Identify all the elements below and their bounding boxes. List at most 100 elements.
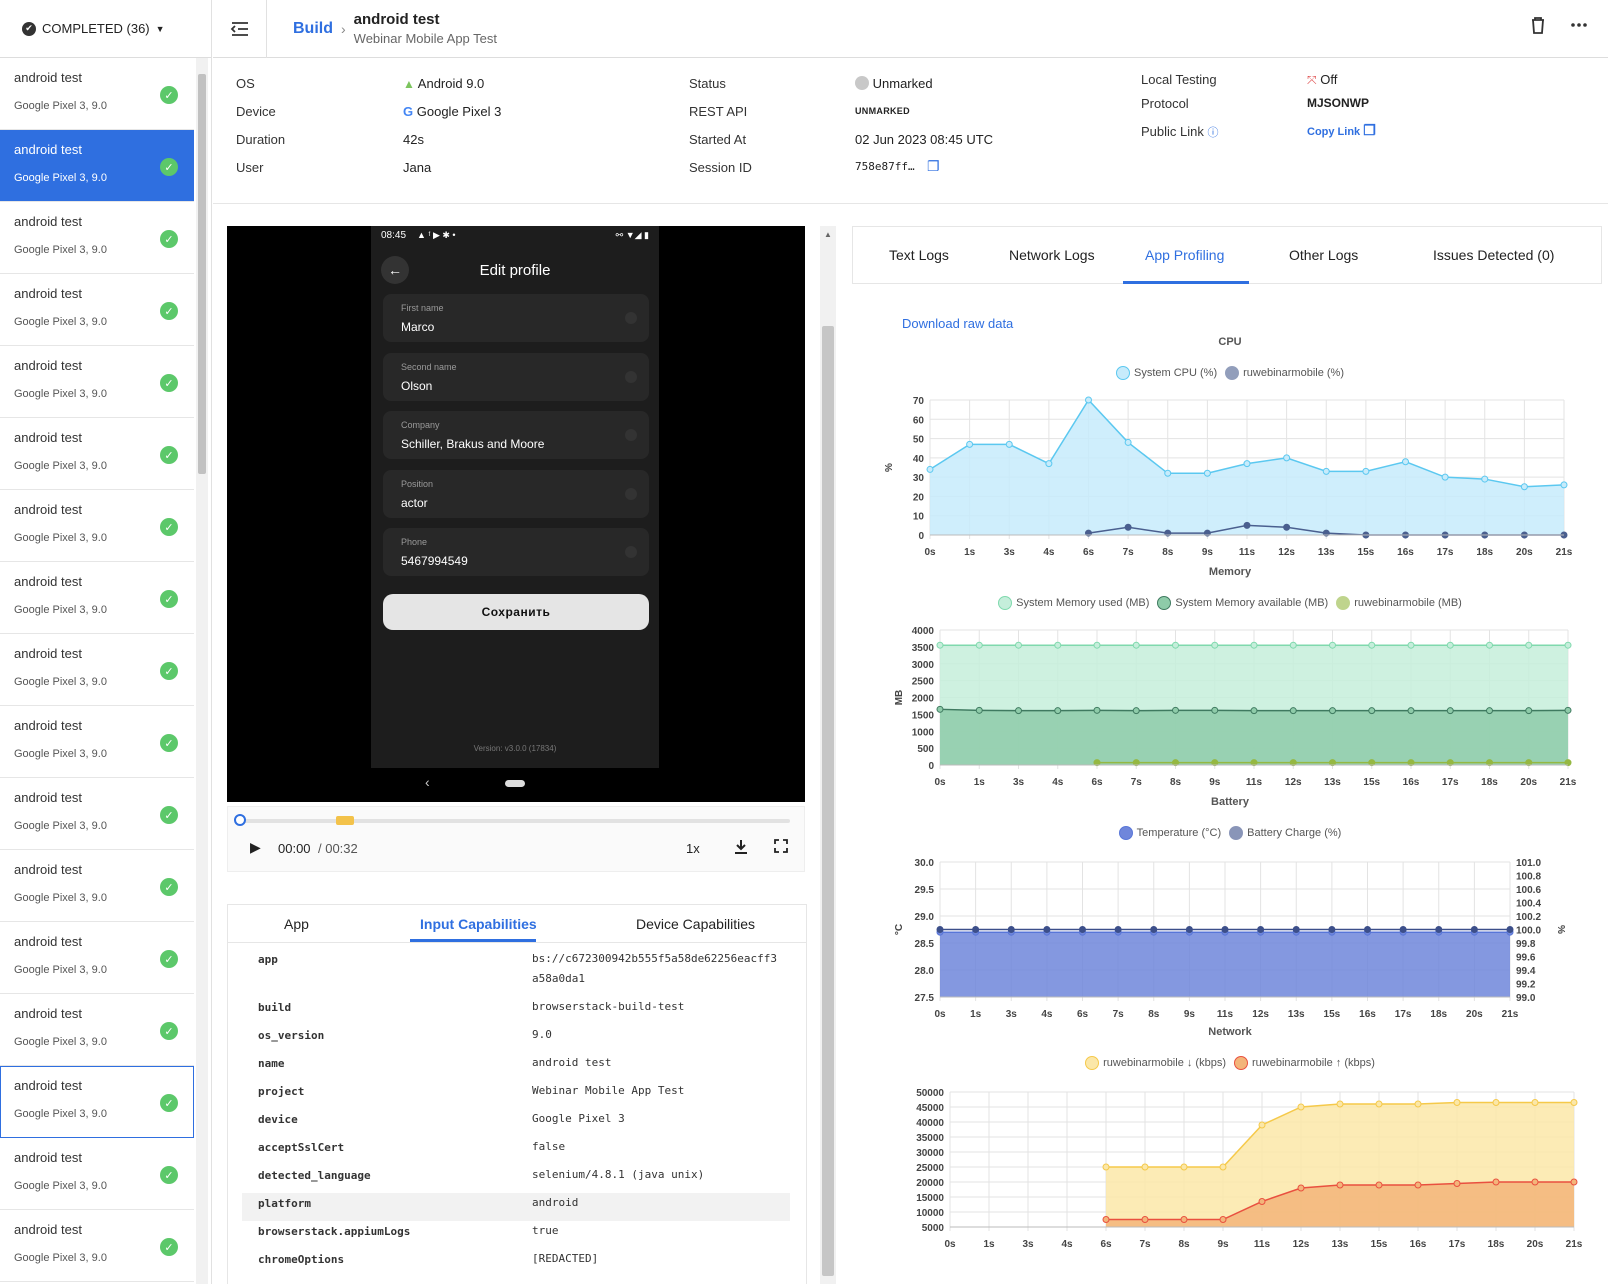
data-point[interactable] — [1289, 707, 1297, 715]
data-point[interactable] — [1506, 926, 1514, 933]
data-point[interactable] — [1150, 926, 1158, 933]
data-point[interactable] — [1005, 440, 1013, 448]
more-options-icon[interactable] — [1570, 16, 1588, 34]
session-item[interactable]: android test Google Pixel 3, 9.0 ✓ — [0, 634, 194, 706]
session-item[interactable]: android test Google Pixel 3, 9.0 ✓ — [0, 490, 194, 562]
data-point[interactable] — [1407, 707, 1415, 715]
data-point[interactable] — [975, 706, 983, 714]
data-point[interactable] — [1446, 707, 1454, 715]
data-point[interactable] — [1453, 1180, 1461, 1187]
data-point[interactable] — [1520, 483, 1528, 491]
panel-scrollbar[interactable]: ▲ — [820, 226, 836, 1284]
tab-device-capabilities[interactable]: Device Capabilities — [636, 916, 756, 932]
trash-icon[interactable] — [1530, 16, 1546, 34]
data-point[interactable] — [1453, 1099, 1461, 1106]
data-point[interactable] — [1486, 707, 1493, 715]
data-point[interactable] — [1336, 1100, 1344, 1108]
breadcrumb-build[interactable]: Build — [293, 19, 333, 37]
data-point[interactable] — [1525, 641, 1533, 649]
data-point[interactable] — [1221, 926, 1229, 933]
data-point[interactable] — [1102, 1163, 1110, 1171]
data-point[interactable] — [1211, 759, 1219, 767]
data-point[interactable] — [1015, 707, 1022, 715]
playback-speed[interactable]: 1x — [686, 841, 700, 856]
data-point[interactable] — [1368, 641, 1376, 649]
data-point[interactable] — [1124, 523, 1132, 531]
data-point[interactable] — [936, 705, 944, 713]
session-item[interactable]: android test Google Pixel 3, 9.0 ✓ — [0, 202, 194, 274]
data-point[interactable] — [1564, 641, 1572, 649]
data-point[interactable] — [1180, 1163, 1188, 1171]
data-point[interactable] — [1289, 641, 1297, 649]
data-point[interactable] — [1414, 1181, 1422, 1189]
data-point[interactable] — [1250, 707, 1258, 715]
data-point[interactable] — [1180, 1216, 1188, 1223]
data-point[interactable] — [975, 641, 983, 649]
session-item[interactable]: android test Google Pixel 3, 9.0 ✓ — [0, 346, 194, 418]
data-point[interactable] — [1007, 926, 1015, 933]
data-point[interactable] — [936, 641, 944, 649]
data-point[interactable] — [1219, 1163, 1227, 1171]
data-point[interactable] — [1102, 1216, 1110, 1223]
data-point[interactable] — [1402, 458, 1409, 466]
data-point[interactable] — [1141, 1216, 1149, 1223]
data-point[interactable] — [1141, 1163, 1149, 1171]
tab-network-logs[interactable]: Network Logs — [1009, 247, 1095, 263]
data-point[interactable] — [1289, 759, 1297, 767]
fullscreen-icon[interactable] — [774, 839, 788, 853]
data-point[interactable] — [1446, 759, 1454, 767]
legend-item[interactable]: ruwebinarmobile ↓ (kbps) — [1085, 1056, 1226, 1070]
play-icon[interactable]: ▶ — [250, 839, 261, 855]
timeline-knob[interactable] — [234, 814, 246, 826]
data-point[interactable] — [1093, 706, 1101, 714]
data-point[interactable] — [1211, 706, 1219, 714]
legend-item[interactable]: System Memory available (MB) — [1157, 596, 1328, 610]
session-item[interactable]: android test Google Pixel 3, 9.0 ✓ — [0, 130, 194, 202]
data-point[interactable] — [1329, 707, 1336, 715]
data-point[interactable] — [1243, 521, 1251, 529]
data-point[interactable] — [1114, 926, 1122, 933]
session-item[interactable]: android test Google Pixel 3, 9.0 ✓ — [0, 418, 194, 490]
legend-item[interactable]: ruwebinarmobile (%) — [1225, 366, 1344, 380]
scroll-up-arrow-icon[interactable]: ▲ — [824, 230, 832, 239]
data-point[interactable] — [1211, 641, 1219, 649]
status-filter-dropdown[interactable]: ✔ COMPLETED (36) ▼ — [0, 0, 211, 58]
data-point[interactable] — [1364, 926, 1371, 933]
data-point[interactable] — [1564, 759, 1572, 767]
copy-link-button[interactable]: Copy Link ❐ — [1307, 122, 1376, 138]
data-point[interactable] — [1525, 759, 1533, 767]
data-point[interactable] — [1329, 759, 1336, 767]
session-item[interactable]: android test Google Pixel 3, 9.0 ✓ — [0, 778, 194, 850]
data-point[interactable] — [1368, 759, 1376, 767]
data-point[interactable] — [1336, 1181, 1344, 1189]
data-point[interactable] — [1492, 1099, 1500, 1106]
data-point[interactable] — [1362, 467, 1370, 475]
data-point[interactable] — [1297, 1184, 1305, 1192]
data-point[interactable] — [1531, 1099, 1539, 1106]
data-point[interactable] — [1525, 707, 1533, 715]
video-timeline[interactable] — [234, 814, 790, 826]
data-point[interactable] — [1486, 759, 1493, 767]
timeline-marker[interactable] — [336, 816, 354, 825]
legend-item[interactable]: Temperature (°C) — [1118, 826, 1221, 840]
data-point[interactable] — [1560, 481, 1568, 489]
data-point[interactable] — [1132, 707, 1140, 715]
data-point[interactable] — [936, 926, 944, 933]
data-point[interactable] — [1531, 1178, 1539, 1186]
data-point[interactable] — [1570, 1178, 1578, 1186]
data-point[interactable] — [1132, 641, 1140, 649]
tab-other-logs[interactable]: Other Logs — [1289, 247, 1359, 263]
data-point[interactable] — [1258, 1121, 1266, 1129]
data-point[interactable] — [1093, 641, 1101, 649]
data-point[interactable] — [1124, 438, 1132, 446]
data-point[interactable] — [1132, 759, 1140, 767]
data-point[interactable] — [1243, 460, 1251, 468]
session-item[interactable]: android test Google Pixel 3, 9.0 ✓ — [0, 562, 194, 634]
data-point[interactable] — [1570, 1099, 1578, 1106]
data-point[interactable] — [1328, 926, 1336, 933]
data-point[interactable] — [1054, 641, 1062, 649]
session-item[interactable]: android test Google Pixel 3, 9.0 ✓ — [0, 706, 194, 778]
data-point[interactable] — [1470, 926, 1478, 933]
data-point[interactable] — [1564, 706, 1572, 714]
session-item[interactable]: android test Google Pixel 3, 9.0 ✓ — [0, 850, 194, 922]
